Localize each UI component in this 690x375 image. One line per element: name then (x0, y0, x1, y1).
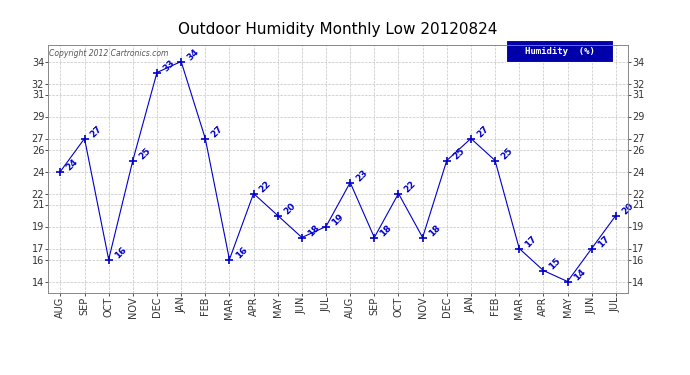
Text: 18: 18 (427, 223, 442, 238)
Text: 23: 23 (355, 168, 370, 183)
Text: 18: 18 (379, 223, 394, 238)
Title: Outdoor Humidity Monthly Low 20120824: Outdoor Humidity Monthly Low 20120824 (179, 22, 497, 38)
Text: 25: 25 (500, 146, 515, 161)
Text: 20: 20 (620, 201, 635, 216)
Text: 18: 18 (306, 223, 322, 238)
Text: 16: 16 (113, 245, 128, 260)
Text: 27: 27 (89, 124, 104, 139)
Text: 22: 22 (258, 179, 273, 194)
Text: 17: 17 (596, 234, 611, 249)
Text: 20: 20 (282, 201, 297, 216)
Text: Copyright 2012 Cartronics.com: Copyright 2012 Cartronics.com (50, 49, 169, 58)
Text: 24: 24 (65, 157, 80, 172)
Text: 27: 27 (210, 124, 225, 139)
Text: 25: 25 (137, 146, 152, 161)
Text: 19: 19 (331, 212, 346, 227)
Text: 25: 25 (451, 146, 466, 161)
Text: 34: 34 (186, 47, 201, 62)
Text: 14: 14 (572, 267, 587, 282)
Text: 17: 17 (524, 234, 539, 249)
Text: 33: 33 (161, 58, 177, 73)
Text: 27: 27 (475, 124, 491, 139)
Text: 22: 22 (403, 179, 418, 194)
Text: 15: 15 (548, 256, 563, 271)
Text: 16: 16 (234, 245, 249, 260)
